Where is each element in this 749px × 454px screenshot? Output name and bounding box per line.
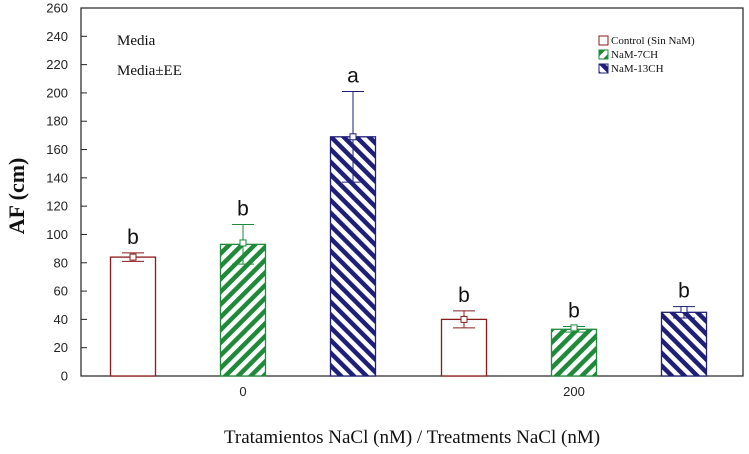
bar-1-0 — [109, 256, 157, 377]
significance-letter: b — [568, 299, 580, 322]
significance-letter: b — [678, 280, 690, 303]
y-tick-label: 260 — [46, 1, 68, 16]
mean-marker — [460, 315, 468, 323]
y-tick-label: 220 — [46, 57, 68, 72]
y-tick-label: 40 — [54, 312, 68, 327]
x-axis: 0 200 — [239, 370, 585, 399]
legend-swatch-control — [598, 35, 609, 46]
bar-2-0 — [219, 243, 267, 377]
bars — [109, 91, 708, 377]
legend-label-nam7: NaM-7CH — [611, 49, 658, 61]
mean-marker — [349, 133, 357, 141]
y-tick-label: 0 — [61, 369, 68, 384]
y-tick-label: 240 — [46, 29, 68, 44]
legend-swatch-nam7 — [598, 49, 609, 60]
mean-marker — [570, 324, 578, 332]
y-tick-label: 180 — [46, 114, 68, 129]
bar-2-200 — [550, 328, 598, 377]
y-tick-label: 160 — [46, 142, 68, 157]
bar-3-200 — [660, 311, 708, 377]
legend-label-control: Control (Sin NaM) — [611, 35, 695, 47]
mean-marker — [680, 305, 688, 313]
legend-swatch-nam13 — [598, 63, 609, 74]
significance-letter: b — [127, 226, 139, 249]
bar-1-200 — [440, 318, 488, 377]
y-tick-label: 80 — [54, 255, 68, 270]
annotation-media: Media — [117, 33, 156, 49]
legend: Control (Sin NaM) NaM-7CH NaM-13CH — [598, 35, 695, 75]
mean-marker — [129, 253, 137, 261]
y-tick-label: 120 — [46, 199, 68, 214]
significance-letter: b — [237, 198, 249, 221]
x-tick-label: 200 — [563, 384, 585, 399]
plot-frame — [80, 7, 744, 377]
significance-letter: b — [458, 284, 470, 307]
y-axis-label: AF (cm) — [4, 158, 29, 235]
x-axis-label: Tratamientos NaCl (nM) / Treatments NaCl… — [224, 427, 600, 448]
y-tick-label: 20 — [54, 340, 68, 355]
mean-marker — [239, 239, 247, 247]
y-axis: 0 20 40 60 80 100 120 140 160 180 200 220 240 260 — [46, 1, 87, 384]
significance-letters: b b b b a b — [127, 65, 690, 323]
y-tick-label: 100 — [46, 227, 68, 242]
legend-label-nam13: NaM-13CH — [611, 63, 664, 75]
y-tick-label: 200 — [46, 85, 68, 100]
y-tick-label: 60 — [54, 284, 68, 299]
significance-letter: a — [347, 65, 359, 88]
x-tick-label: 0 — [239, 384, 246, 399]
annotation-media-ee: Media±EE — [117, 63, 182, 79]
y-tick-label: 140 — [46, 170, 68, 185]
